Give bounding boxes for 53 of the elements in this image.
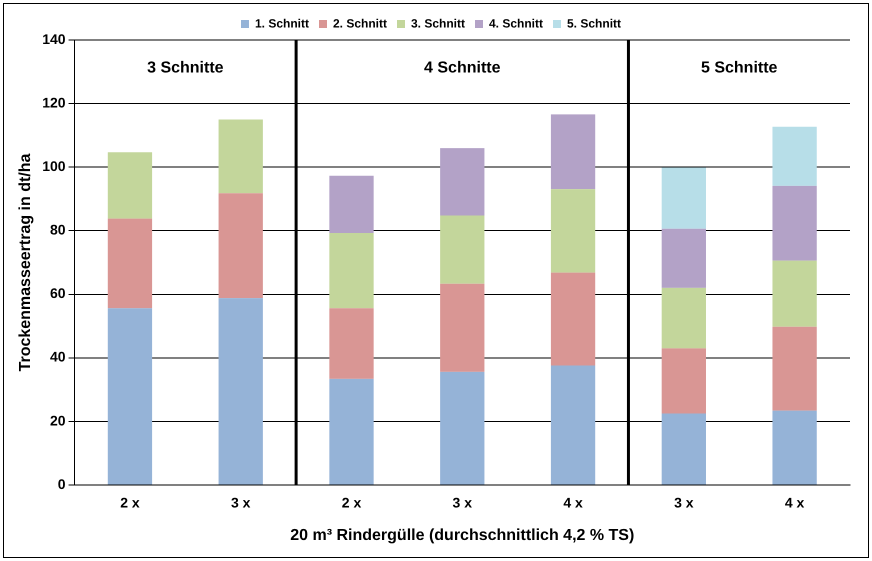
bar xyxy=(772,326,817,411)
bar xyxy=(662,288,706,348)
bar xyxy=(108,218,152,308)
bar xyxy=(218,298,263,484)
bar xyxy=(440,148,484,216)
bar xyxy=(662,348,706,414)
y-axis-title: Trockenmasseertrag in dt/ha xyxy=(17,153,34,372)
bar xyxy=(329,232,374,308)
legend-label: 2. Schnitt xyxy=(332,16,388,30)
bar xyxy=(772,186,817,261)
bar xyxy=(662,413,706,484)
bar xyxy=(550,114,596,190)
bar xyxy=(218,119,263,194)
x-tick-label: 2 x xyxy=(120,494,140,510)
y-tick-label: 80 xyxy=(50,222,66,238)
bar xyxy=(440,284,484,372)
bar xyxy=(108,308,152,484)
x-tick-label: 3 x xyxy=(674,494,694,510)
x-tick-label: 3 x xyxy=(230,494,251,510)
y-tick-label: 0 xyxy=(58,476,66,492)
legend-label: 1. Schnitt xyxy=(254,16,309,30)
annotation: 3 Schnitte xyxy=(147,59,224,76)
y-tick-label: 140 xyxy=(42,30,66,47)
bar xyxy=(440,215,484,284)
bar xyxy=(440,372,484,484)
annotation: 5 Schnitte xyxy=(700,59,778,76)
x-tick-label: 3 x xyxy=(452,494,472,510)
y-tick-label: 20 xyxy=(50,412,66,428)
bar xyxy=(218,193,263,298)
legend-label: 5. Schnitt xyxy=(567,16,622,30)
x-tick-label: 2 x xyxy=(342,494,362,510)
y-tick-label: 120 xyxy=(42,94,66,110)
bar xyxy=(662,167,706,229)
legend-label: 3. Schnitt xyxy=(410,16,466,30)
bar xyxy=(662,228,706,288)
bar xyxy=(550,189,596,273)
legend-label: 4. Schnitt xyxy=(489,16,544,30)
x-tick-label: 4 x xyxy=(784,494,805,510)
bar xyxy=(550,272,596,366)
bar xyxy=(329,176,374,233)
y-tick-label: 100 xyxy=(42,158,66,174)
y-tick-label: 60 xyxy=(50,285,66,302)
bar xyxy=(772,126,817,186)
bar xyxy=(329,308,374,379)
bar xyxy=(772,410,817,484)
x-tick-label: 4 x xyxy=(563,494,583,510)
y-tick-label: 40 xyxy=(50,348,66,365)
bar xyxy=(772,260,817,327)
x-axis-title: 20 m³ Rindergülle (durchschnittlich 4,2 % TS) xyxy=(290,526,634,544)
annotation: 4 Schnitte xyxy=(424,59,501,76)
bar xyxy=(108,152,152,219)
bar xyxy=(329,378,374,484)
bar xyxy=(550,365,596,484)
